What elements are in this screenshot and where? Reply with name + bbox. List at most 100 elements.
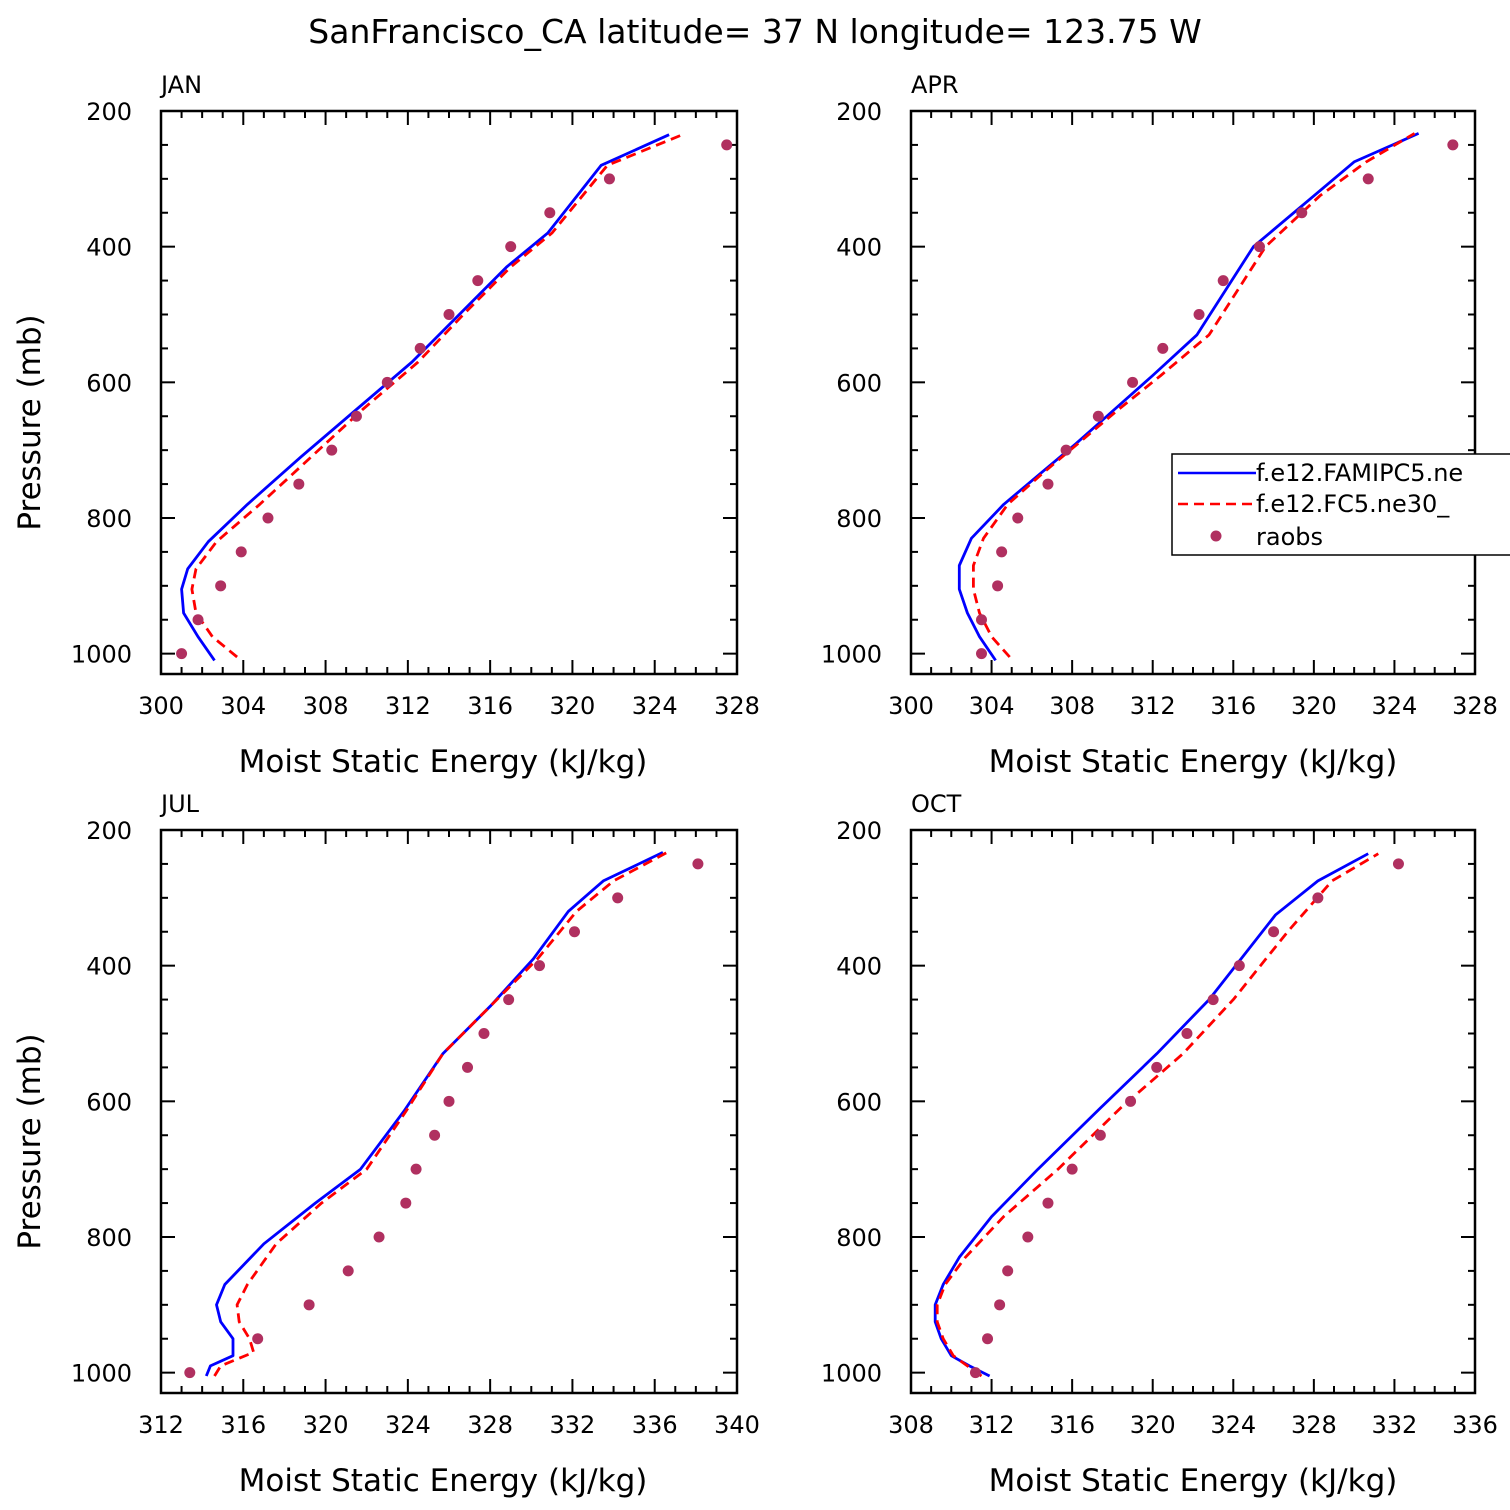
raobs-point xyxy=(603,173,615,185)
raobs-point xyxy=(1217,275,1229,287)
raobs-point xyxy=(235,546,247,558)
raobs-point xyxy=(184,1367,196,1379)
raobs-point xyxy=(215,580,227,592)
raobs-point xyxy=(976,648,987,660)
x-tick-label: 332 xyxy=(550,1411,596,1439)
x-tick-label: 312 xyxy=(1130,692,1176,720)
x-tick-label: 332 xyxy=(1372,1411,1418,1439)
panel-title: APR xyxy=(911,71,959,99)
x-tick-label: 312 xyxy=(138,1411,184,1439)
raobs-point xyxy=(1253,241,1265,253)
raobs-point xyxy=(982,1333,994,1345)
series-raobs xyxy=(969,858,1404,1379)
series-line-model1 xyxy=(205,851,664,1377)
x-tick-label: 340 xyxy=(714,1411,760,1439)
x-tick-label: 316 xyxy=(1049,1411,1095,1439)
y-tick-label: 200 xyxy=(836,817,882,845)
raobs-point xyxy=(373,1231,385,1243)
y-tick-label: 1000 xyxy=(821,1360,882,1388)
x-tick-label: 316 xyxy=(220,1411,266,1439)
series-line-model2 xyxy=(972,132,1416,658)
raobs-point xyxy=(1312,892,1324,904)
raobs-point xyxy=(534,960,546,972)
raobs-point xyxy=(1447,139,1459,151)
series-line-model1 xyxy=(957,132,1420,662)
raobs-point xyxy=(1060,444,1072,456)
raobs-point xyxy=(350,410,362,422)
y-tick-label: 400 xyxy=(86,234,132,262)
x-tick-label: 328 xyxy=(1452,692,1498,720)
x-tick-label: 324 xyxy=(385,1411,431,1439)
x-tick-label: 336 xyxy=(1452,1411,1498,1439)
series-raobs xyxy=(976,139,1459,660)
raobs-point xyxy=(568,926,580,938)
panel-title: JUL xyxy=(159,790,200,818)
plot-frame xyxy=(159,828,739,1395)
panel-jul: JUL 312 316 320 324 328 332 336 340 200 400 600 800 1… xyxy=(12,790,760,1499)
x-tick-label: 328 xyxy=(467,1411,513,1439)
y-tick-label: 400 xyxy=(836,953,882,981)
x-tick-label: 316 xyxy=(467,692,513,720)
raobs-point xyxy=(692,858,704,870)
x-tick-label: 328 xyxy=(1291,1411,1337,1439)
raobs-point xyxy=(1094,1129,1106,1141)
x-tick-label: 312 xyxy=(969,1411,1015,1439)
panel-oct: OCT 308 312 316 320 324 328 332 336 200 400 600 800 1… xyxy=(821,790,1498,1499)
raobs-point xyxy=(1233,960,1245,972)
x-tick-label: 320 xyxy=(1130,1411,1176,1439)
series-line-model2 xyxy=(935,852,1380,1378)
series-raobs xyxy=(176,139,733,660)
x-axis-label: Moist Static Energy (kJ/kg) xyxy=(239,1463,648,1499)
x-axis-label: Moist Static Energy (kJ/kg) xyxy=(239,744,648,780)
raobs-point xyxy=(1125,1095,1137,1107)
y-tick-label: 200 xyxy=(86,98,132,126)
legend-marker-raobs xyxy=(1210,530,1222,542)
x-tick-label: 320 xyxy=(1291,692,1337,720)
panel-title: OCT xyxy=(911,790,962,818)
x-tick-label: 308 xyxy=(1049,692,1095,720)
raobs-point xyxy=(976,614,987,626)
raobs-point xyxy=(1042,478,1054,490)
raobs-point xyxy=(410,1163,422,1175)
raobs-point xyxy=(503,994,515,1006)
y-tick-label: 800 xyxy=(836,505,882,533)
y-tick-label: 800 xyxy=(86,505,132,533)
panel-jan: JAN 300 304 308 312 316 320 324 328 200 400 600 800 1… xyxy=(12,71,760,780)
raobs-point xyxy=(176,648,188,660)
raobs-point xyxy=(1092,410,1104,422)
raobs-point xyxy=(1042,1197,1054,1209)
raobs-point xyxy=(462,1061,474,1073)
x-tick-label: 312 xyxy=(385,692,431,720)
raobs-point xyxy=(1066,1163,1078,1175)
x-tick-label: 304 xyxy=(220,692,266,720)
x-tick-label: 316 xyxy=(1210,692,1256,720)
raobs-point xyxy=(478,1027,490,1039)
y-tick-label: 600 xyxy=(836,1088,882,1116)
raobs-point xyxy=(303,1299,315,1311)
x-tick-label: 324 xyxy=(1210,1411,1256,1439)
raobs-point xyxy=(996,546,1008,558)
y-tick-label: 600 xyxy=(836,369,882,397)
y-tick-label: 1000 xyxy=(821,641,882,669)
series-line-model2 xyxy=(190,132,687,659)
legend-label-raobs: raobs xyxy=(1256,523,1323,551)
raobs-point xyxy=(1002,1265,1014,1277)
y-tick-label: 400 xyxy=(836,234,882,262)
raobs-point xyxy=(381,376,393,388)
legend-label-model1: f.e12.FAMIPC5.ne xyxy=(1256,459,1463,487)
y-axis-label: Pressure (mb) xyxy=(12,1033,48,1249)
raobs-point xyxy=(1151,1061,1163,1073)
x-tick-label: 328 xyxy=(714,692,760,720)
x-tick-label: 300 xyxy=(888,692,934,720)
raobs-point xyxy=(1362,173,1374,185)
figure-title: SanFrancisco_CA latitude= 37 N longitude… xyxy=(308,12,1201,51)
series-line-model2 xyxy=(213,851,668,1377)
raobs-point xyxy=(414,342,426,354)
raobs-point xyxy=(1392,858,1404,870)
raobs-point xyxy=(612,892,624,904)
raobs-point xyxy=(262,512,274,524)
raobs-point xyxy=(326,444,338,456)
plot-frame xyxy=(159,109,739,676)
series-line-model1 xyxy=(180,133,670,662)
x-tick-label: 320 xyxy=(303,1411,349,1439)
